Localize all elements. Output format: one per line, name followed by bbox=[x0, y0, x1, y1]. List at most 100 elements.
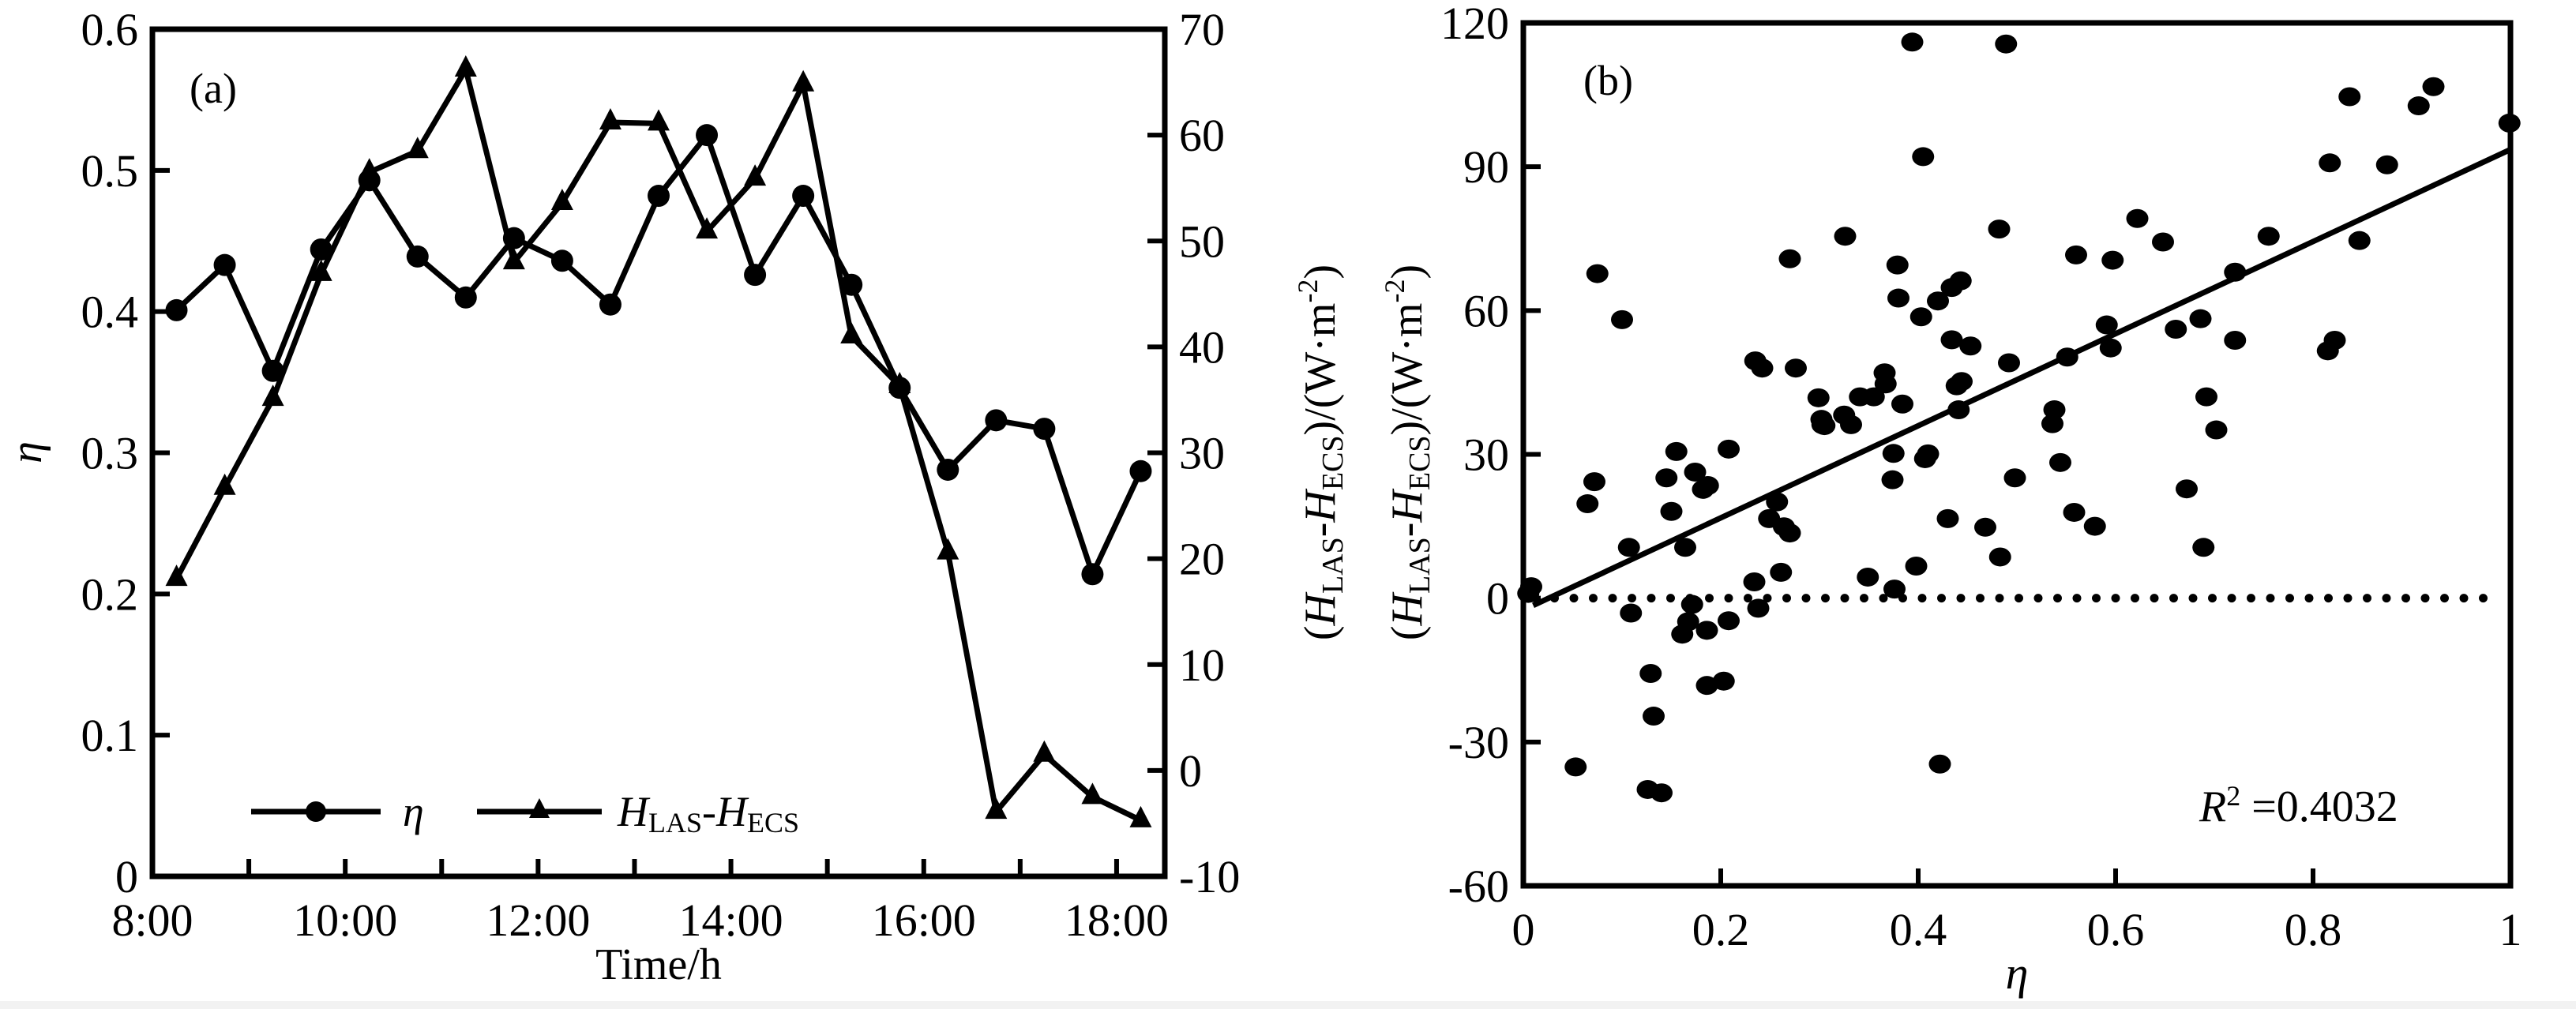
y-tick-label: 120 bbox=[1440, 0, 1509, 49]
x-tick-label: 12:00 bbox=[486, 895, 590, 946]
x-tick-label: 0.4 bbox=[1890, 904, 1947, 955]
scatter-point bbox=[1778, 249, 1801, 268]
eta-data-point bbox=[937, 458, 959, 481]
scatter-point bbox=[1886, 255, 1909, 275]
zero-line-dot bbox=[1879, 594, 1888, 603]
zero-line-dot bbox=[2266, 594, 2275, 603]
dash: - bbox=[1296, 523, 1345, 538]
scatter-point bbox=[2095, 315, 2118, 335]
scatter-point bbox=[1928, 754, 1951, 774]
scatter-point bbox=[2065, 245, 2087, 264]
zero-line-dot bbox=[2208, 594, 2217, 603]
eta-data-point bbox=[165, 298, 188, 321]
superscript-2: 2 bbox=[2226, 780, 2240, 812]
scatter-point bbox=[1643, 707, 1665, 726]
h-diff-data-point bbox=[648, 109, 670, 131]
right-y-tick-label: 60 bbox=[1179, 110, 1225, 161]
panel-a-x-axis-title: Time/h bbox=[595, 940, 722, 989]
eta-data-point bbox=[213, 253, 236, 276]
zero-line-dot bbox=[1976, 594, 1985, 603]
scatter-point bbox=[2101, 250, 2124, 270]
r-squared-value: =0.4032 bbox=[2240, 782, 2398, 831]
zero-line-dot bbox=[1724, 594, 1733, 603]
zero-line-dot bbox=[2401, 594, 2410, 603]
scatter-point bbox=[2348, 231, 2371, 250]
right-y-tick-label: 50 bbox=[1179, 216, 1225, 267]
scatter-point bbox=[1883, 580, 1906, 599]
right-y-tick-label: 30 bbox=[1179, 428, 1225, 479]
scatter-point bbox=[1951, 372, 1973, 392]
scatter-point bbox=[1712, 671, 1735, 691]
scatter-point bbox=[2422, 77, 2445, 96]
panel-a-line-chart: 8:00 10:00 12:00 14:00 16:00 18:00 0 0.1 0.2 0.3 0… bbox=[2, 4, 1350, 989]
eta-data-point bbox=[1033, 418, 1056, 441]
scatter-point bbox=[2224, 330, 2247, 350]
left-y-tick-label: 0.3 bbox=[81, 428, 139, 479]
scatter-point bbox=[2003, 468, 2026, 488]
scatter-point bbox=[2043, 400, 2066, 420]
h-diff-data-point bbox=[985, 797, 1008, 820]
h-diff-data-point bbox=[310, 259, 332, 281]
panel-b-y-axis-title: (HLAS-HECS)/(W·m-2) bbox=[1379, 264, 1436, 640]
x-tick-label: 0 bbox=[1512, 904, 1535, 955]
zero-line-dot bbox=[2111, 594, 2120, 603]
zero-line-dot bbox=[1589, 594, 1598, 603]
zero-line-dot bbox=[2459, 594, 2469, 603]
eta-data-point bbox=[261, 359, 284, 382]
scatter-point bbox=[1660, 501, 1683, 521]
zero-line-dot bbox=[2382, 594, 2391, 603]
panel-b-regression-line bbox=[1532, 147, 2512, 608]
eta-data-point bbox=[696, 124, 719, 147]
h-diff-data-point bbox=[888, 372, 911, 394]
legend-eta-label: η bbox=[403, 788, 424, 835]
zero-line-dot bbox=[2053, 594, 2062, 603]
scatter-point bbox=[2319, 153, 2341, 173]
zero-line-dot bbox=[2420, 594, 2430, 603]
zero-line-dot bbox=[2131, 594, 2139, 603]
zero-line-dot bbox=[1860, 594, 1868, 603]
zero-line-dot bbox=[1782, 594, 1791, 603]
zero-line-dot bbox=[1995, 594, 2004, 603]
scatter-point bbox=[1611, 309, 1633, 329]
panel-b-x-axis-title: η bbox=[2006, 947, 2029, 999]
y-tick-label: 0 bbox=[1486, 573, 1509, 625]
scatter-point bbox=[1940, 330, 1963, 350]
eta-data-point bbox=[648, 185, 670, 208]
subscript-las: LAS bbox=[648, 807, 702, 838]
eta-data-point bbox=[792, 185, 815, 208]
scatter-point bbox=[1995, 34, 2018, 54]
zero-line-dot bbox=[2363, 594, 2371, 603]
scatter-point bbox=[1912, 147, 1935, 167]
panel-a-axes: 8:00 10:00 12:00 14:00 16:00 18:00 0 0.1 0.2 0.3 0… bbox=[81, 4, 1241, 946]
h-symbol: H bbox=[1383, 591, 1432, 626]
h-diff-data-point bbox=[937, 538, 959, 560]
scatter-point bbox=[1677, 612, 1699, 632]
zero-line-dot bbox=[2015, 594, 2023, 603]
scatter-point bbox=[2375, 155, 2398, 174]
scatter-point bbox=[1680, 595, 1703, 614]
subscript-ecs: ECS bbox=[747, 807, 799, 838]
scatter-point bbox=[1927, 291, 1949, 311]
y-tick-label: 60 bbox=[1463, 285, 1509, 336]
unit: )/(W·m bbox=[1383, 303, 1432, 436]
scatter-point bbox=[1620, 603, 1643, 623]
scatter-point bbox=[1743, 572, 1766, 592]
h-symbol: H bbox=[1296, 489, 1345, 523]
y-tick-label: -30 bbox=[1448, 717, 1509, 768]
eta-data-point bbox=[1081, 563, 1104, 586]
h-diff-data-point bbox=[599, 108, 621, 130]
scatter-point bbox=[1840, 414, 1862, 434]
zero-line-dot bbox=[1821, 594, 1830, 603]
scatter-point bbox=[1882, 444, 1905, 463]
unit: )/(W·m bbox=[1296, 303, 1345, 436]
zero-line-dot bbox=[1705, 594, 1714, 603]
scatter-point bbox=[2189, 309, 2212, 328]
zero-line-dot bbox=[1744, 594, 1752, 603]
zero-line-dot bbox=[2304, 594, 2314, 603]
eta-data-point bbox=[310, 238, 332, 261]
scatter-point bbox=[1586, 264, 1609, 283]
x-tick-label: 0.2 bbox=[1692, 904, 1750, 955]
eta-data-point bbox=[840, 273, 863, 296]
x-tick-label: 14:00 bbox=[679, 895, 783, 946]
